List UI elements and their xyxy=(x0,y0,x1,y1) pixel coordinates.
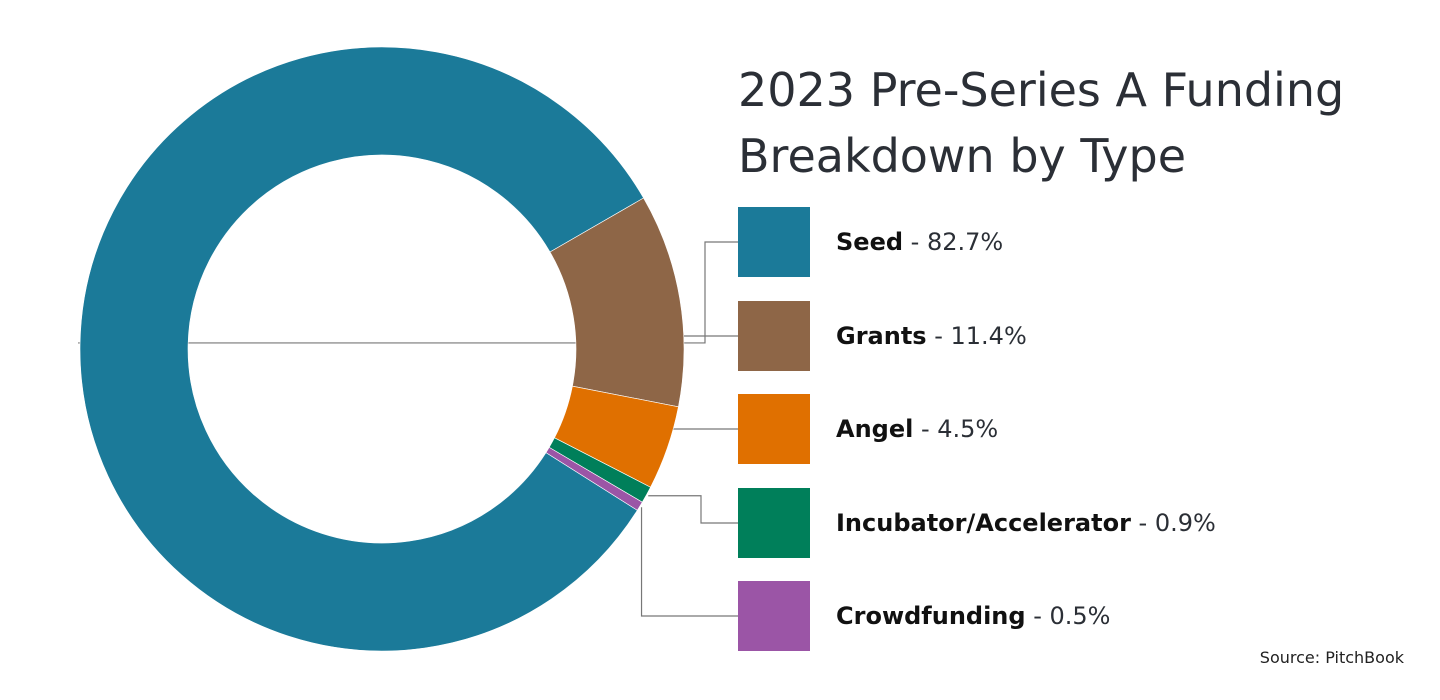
donut-slices xyxy=(79,46,685,652)
legend-label-crowdfunding: Crowdfunding - 0.5% xyxy=(836,602,1110,630)
legend-data-label: 11.4% xyxy=(951,322,1027,350)
leader-line-incubator-accelerator xyxy=(648,495,738,524)
legend-label-angel: Angel - 4.5% xyxy=(836,415,998,443)
source-note: Source: PitchBook xyxy=(1260,648,1405,667)
legend-label-grants: Grants - 11.4% xyxy=(836,322,1027,350)
leader-lines xyxy=(78,241,738,617)
chart-title-line-1: 2023 Pre-Series A Funding xyxy=(738,63,1344,117)
legend-swatch-incubator-accelerator xyxy=(738,488,810,558)
legend-series-name: Incubator/Accelerator xyxy=(836,509,1131,537)
legend-separator: - xyxy=(913,415,937,443)
legend-series-name: Seed xyxy=(836,228,903,256)
legend-label-seed: Seed - 82.7% xyxy=(836,228,1003,256)
legend-swatch-crowdfunding xyxy=(738,581,810,651)
legend-label-incubator-accelerator: Incubator/Accelerator - 0.9% xyxy=(836,509,1216,537)
legend-series-name: Crowdfunding xyxy=(836,602,1026,630)
legend-series-name: Angel xyxy=(836,415,913,443)
legend-swatch-angel xyxy=(738,394,810,464)
slice-crowdfunding xyxy=(545,446,643,511)
legend-data-label: 82.7% xyxy=(927,228,1003,256)
legend-separator: - xyxy=(1131,509,1155,537)
leader-line-seed xyxy=(78,241,738,344)
legend-swatch-seed xyxy=(738,207,810,277)
legend-data-label: 0.9% xyxy=(1155,509,1216,537)
legend-data-label: 0.5% xyxy=(1050,602,1111,630)
legend-separator: - xyxy=(1026,602,1050,630)
legend: Seed - 82.7% Grants - 11.4% Angel - 4.5% In… xyxy=(738,207,1216,651)
legend-swatch-grants xyxy=(738,301,810,371)
slice-seed xyxy=(79,46,644,652)
legend-separator: - xyxy=(903,228,927,256)
legend-separator: - xyxy=(927,322,951,350)
legend-data-label: 4.5% xyxy=(937,415,998,443)
chart-title-line-2: Breakdown by Type xyxy=(738,129,1186,183)
legend-series-name: Grants xyxy=(836,322,927,350)
leader-line-crowdfunding xyxy=(640,507,738,617)
